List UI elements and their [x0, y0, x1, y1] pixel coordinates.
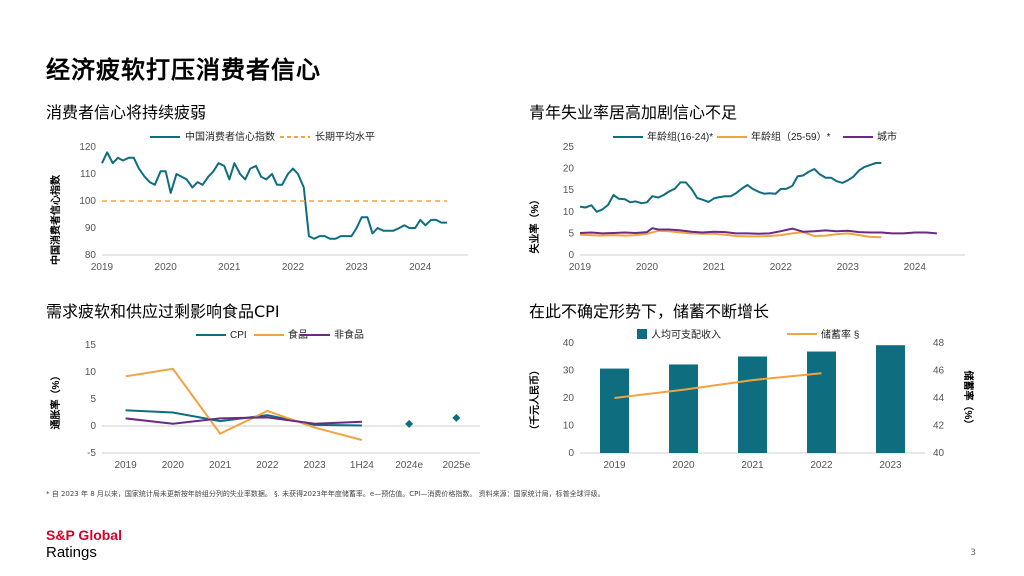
legend-swatch-disposable-income [637, 329, 647, 339]
panel-title-savings: 在此不确定形势下，储蓄不断增长 [529, 302, 770, 321]
chart4-y2-ytick: 46 [933, 366, 945, 377]
chart3-forecast-marker [452, 413, 461, 422]
chart1-xtick: 2019 [91, 262, 114, 273]
chart1-legend: 中国消费者信心指数 长期平均水平 [150, 130, 375, 143]
panel-title-consumer-confidence: 消费者信心将持续疲弱 [46, 103, 207, 122]
chart4-y-axis-label: （千元人民币） [528, 365, 541, 435]
legend-label-confidence-index: 中国消费者信心指数 [185, 130, 275, 143]
chart4-ytick: 30 [563, 366, 575, 377]
chart3-xtick: 2023 [304, 460, 327, 471]
consumer-confidence-chart: 中国消费者信心指数 长期平均水平 中国消费者信心指数 80 90 100 110 120… [49, 130, 468, 273]
chart2-ytick: 5 [568, 228, 574, 239]
chart1-xtick: 2024 [409, 262, 432, 273]
chart1-xtick: 2022 [282, 262, 305, 273]
chart2-ytick: 10 [563, 207, 575, 218]
legend-label-age-16-24: 年龄组(16-24)* [647, 130, 713, 143]
chart1-series-line-0 [101, 151, 447, 240]
chart4-y2-axis-label: 储蓄率（%） [962, 370, 975, 430]
chart2-ytick: 20 [563, 164, 575, 175]
legend-label-disposable-income: 人均可支配收入 [651, 328, 721, 341]
chart2-xtick: 2023 [837, 262, 860, 273]
legend-label-non-food: 非食品 [334, 328, 364, 341]
legend-label-urban: 城市 [877, 130, 897, 143]
chart2-xtick: 2021 [703, 262, 726, 273]
page-title: 经济疲软打压消费者信心 [46, 56, 321, 84]
brand-line1: S&P Global [46, 527, 122, 543]
page-number: 3 [970, 548, 976, 558]
chart4-income-bar [876, 345, 905, 453]
chart2-xtick: 2020 [636, 262, 659, 273]
chart1-xtick: 2021 [218, 262, 241, 273]
legend-label-age-25-59: 年龄组（25-59）* [751, 130, 831, 143]
chart3-xtick: 1H24 [350, 460, 374, 471]
chart4-legend: 人均可支配收入 储蓄率 § [637, 328, 859, 341]
chart3-ytick: 5 [90, 394, 96, 405]
chart1-ytick: 80 [85, 250, 97, 261]
chart3-ytick: -5 [87, 448, 96, 459]
chart2-series-line-2 [579, 227, 937, 235]
savings-chart: 人均可支配收入 储蓄率 § （千元人民币） 储蓄率（%） 0 10 20 30 40 40… [528, 328, 975, 471]
chart3-ytick: 10 [85, 367, 97, 378]
chart1-ytick: 120 [79, 142, 96, 153]
panel-title-food-cpi: 需求疲软和供应过剩影响食品CPI [46, 302, 280, 321]
chart2-ytick: 15 [563, 185, 575, 196]
chart3-ytick: 0 [90, 421, 96, 432]
chart1-y-axis-label: 中国消费者信心指数 [49, 174, 62, 265]
chart4-xtick: 2020 [672, 460, 695, 471]
chart3-y-axis-label: 通胀率（%） [49, 371, 62, 430]
chart4-ytick: 10 [563, 421, 575, 432]
chart4-xtick: 2023 [879, 460, 902, 471]
chart4-y2-ytick: 40 [933, 448, 945, 459]
chart3-xtick: 2024e [395, 460, 423, 471]
chart2-y-axis-label: 失业率（%） [528, 195, 541, 254]
chart1-xtick: 2023 [345, 262, 368, 273]
brand-line2: Ratings [46, 544, 97, 561]
chart4-xtick: 2022 [810, 460, 833, 471]
footnote: * 自 2023 年 8 月以来，国家统计局未更新按年龄组分列的失业率数据。 §… [46, 490, 605, 498]
sp-global-ratings-logo: S&P Global Ratings [46, 527, 122, 561]
chart2-series-line-1 [579, 229, 882, 239]
chart3-xtick: 2025e [442, 460, 470, 471]
panel-title-youth-unemployment: 青年失业率居高加剧信心不足 [529, 103, 738, 122]
chart4-xtick: 2019 [603, 460, 626, 471]
chart1-ytick: 90 [85, 223, 97, 234]
chart2-xtick: 2019 [569, 262, 592, 273]
chart4-income-bar [669, 364, 698, 453]
chart4-y2-ytick: 44 [933, 393, 945, 404]
legend-label-long-term-average: 长期平均水平 [315, 131, 375, 143]
chart4-income-bar [807, 351, 836, 453]
legend-label-cpi: CPI [230, 330, 247, 341]
chart2-series-line-0 [579, 162, 882, 213]
chart4-ytick: 0 [568, 448, 574, 459]
chart3-ytick: 15 [85, 340, 97, 351]
chart3-xtick: 2022 [256, 460, 279, 471]
chart3-series-line-1 [125, 367, 363, 441]
chart3-series-line-2 [125, 416, 362, 425]
chart2-ytick: 0 [568, 250, 574, 261]
chart1-ytick: 110 [80, 169, 96, 180]
chart2-ytick: 25 [563, 142, 575, 153]
chart4-y2-ytick: 42 [933, 421, 945, 432]
chart3-forecast-marker [405, 419, 414, 428]
chart4-ytick: 20 [563, 393, 575, 404]
food-cpi-chart: CPI 食品 非食品 通胀率（%） -5 0 5 10 15 2019 2020 2021 20… [49, 328, 480, 471]
chart4-income-bar [738, 356, 767, 453]
chart2-xtick: 2022 [770, 262, 793, 273]
chart2-xtick: 2024 [904, 262, 927, 273]
chart3-xtick: 2021 [209, 460, 232, 471]
chart4-xtick: 2021 [741, 460, 764, 471]
legend-label-savings-rate: 储蓄率 § [821, 328, 859, 341]
chart4-ytick: 40 [563, 338, 575, 349]
chart1-xtick: 2020 [155, 262, 178, 273]
chart3-xtick: 2019 [115, 460, 138, 471]
chart3-legend: CPI 食品 非食品 [196, 328, 364, 341]
chart3-xtick: 2020 [162, 460, 185, 471]
chart2-legend: 年龄组(16-24)* 年龄组（25-59）* 城市 [613, 130, 897, 143]
chart4-y2-ytick: 48 [933, 338, 945, 349]
chart4-savings-rate-line [614, 372, 822, 399]
chart4-income-bar [600, 368, 629, 453]
youth-unemployment-chart: 年龄组(16-24)* 年龄组（25-59）* 城市 失业率（%） 0 5 10 15… [528, 130, 965, 273]
legend-label-food: 食品 [288, 328, 308, 341]
chart1-ytick: 100 [79, 196, 96, 207]
